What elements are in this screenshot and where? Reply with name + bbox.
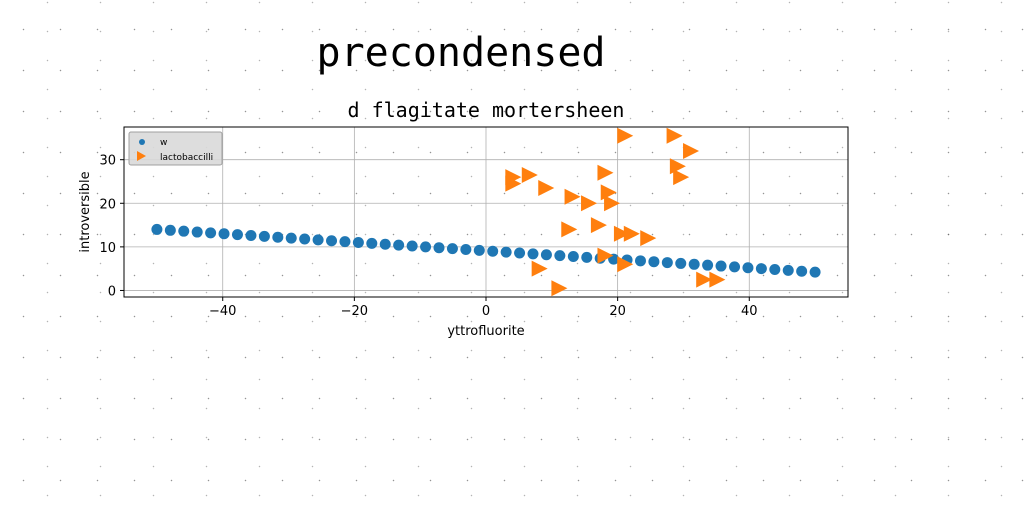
data-point-w — [245, 230, 257, 242]
data-point-w — [218, 228, 230, 240]
data-point-w — [433, 242, 445, 254]
data-point-w — [715, 260, 727, 272]
data-point-w — [742, 262, 754, 274]
data-point-lactobaccilli — [597, 164, 614, 181]
x-tick-label: 0 — [482, 304, 490, 319]
data-point-lactobaccilli — [617, 127, 634, 144]
data-point-lactobaccilli — [551, 280, 568, 297]
data-point-lactobaccilli — [590, 217, 607, 234]
y-tick-label: 30 — [99, 154, 116, 169]
data-point-lactobaccilli — [640, 230, 657, 247]
data-point-lactobaccilli — [505, 175, 522, 192]
figure-suptitle: precondensed — [316, 30, 606, 76]
data-point-w — [379, 238, 391, 250]
x-tick-label: −40 — [209, 304, 236, 319]
legend-marker-lactobaccilli — [137, 151, 146, 161]
data-point-lactobaccilli — [604, 195, 621, 212]
data-point-lactobaccilli — [564, 188, 581, 205]
data-point-w — [312, 234, 324, 246]
x-axis-label: yttrofluorite — [447, 324, 524, 339]
data-point-w — [299, 233, 311, 245]
data-point-w — [487, 245, 499, 257]
data-point-w — [634, 255, 646, 267]
data-point-w — [151, 223, 163, 235]
data-point-w — [648, 256, 660, 268]
data-point-w — [420, 241, 432, 253]
data-point-w — [366, 237, 378, 249]
grid-lines — [124, 127, 848, 297]
data-point-lactobaccilli — [709, 271, 726, 288]
legend-box — [128, 131, 223, 166]
y-axis-label: introversible — [78, 171, 93, 252]
data-point-w — [567, 250, 579, 262]
data-point-w — [393, 239, 405, 251]
data-point-w — [581, 251, 593, 263]
data-point-lactobaccilli — [531, 260, 548, 277]
legend-label-w: w — [160, 138, 167, 148]
data-point-w — [769, 264, 781, 276]
data-point-lactobaccilli — [597, 247, 614, 264]
data-point-w — [258, 230, 270, 242]
data-point-lactobaccilli — [673, 169, 690, 186]
data-point-w — [809, 266, 821, 278]
data-point-lactobaccilli — [561, 221, 578, 238]
data-point-w — [446, 243, 458, 255]
y-tick-label: 0 — [108, 284, 116, 299]
data-point-w — [782, 264, 794, 276]
legend-marker-w — [139, 139, 145, 145]
data-point-w — [527, 248, 539, 260]
data-point-w — [164, 224, 176, 236]
data-point-lactobaccilli — [521, 166, 538, 183]
data-point-lactobaccilli — [617, 256, 634, 273]
data-point-w — [326, 235, 338, 247]
data-point-w — [178, 225, 190, 237]
data-point-w — [729, 261, 741, 273]
data-point-w — [514, 247, 526, 259]
legend: w lactobaccilli — [128, 131, 223, 166]
x-tick-label: 20 — [609, 304, 626, 319]
data-point-w — [473, 244, 485, 256]
data-point-w — [796, 265, 808, 277]
axis-ticks: −40 −20 0 20 40 0 10 20 30 — [99, 154, 757, 319]
data-point-lactobaccilli — [666, 127, 683, 144]
data-point-w — [702, 259, 714, 271]
data-point-w — [191, 226, 203, 238]
data-point-w — [554, 250, 566, 262]
y-tick-label: 20 — [99, 197, 116, 212]
data-point-w — [285, 232, 297, 244]
data-point-w — [675, 257, 687, 269]
data-point-lactobaccilli — [696, 271, 713, 288]
data-point-w — [406, 240, 418, 252]
legend-label-lactobaccilli: lactobaccilli — [160, 153, 213, 163]
data-point-w — [688, 258, 700, 270]
data-point-lactobaccilli — [683, 142, 700, 159]
data-marks — [151, 127, 821, 297]
data-point-lactobaccilli — [581, 195, 598, 212]
data-point-w — [460, 243, 472, 255]
data-point-w — [272, 231, 284, 243]
data-point-w — [661, 257, 673, 269]
data-point-w — [352, 237, 364, 249]
y-tick-label: 10 — [99, 241, 116, 256]
data-point-lactobaccilli — [613, 225, 630, 242]
x-tick-label: 40 — [741, 304, 758, 319]
data-point-lactobaccilli — [623, 225, 640, 242]
data-point-w — [500, 246, 512, 258]
data-point-w — [205, 227, 217, 239]
data-point-w — [755, 263, 767, 275]
data-point-w — [231, 229, 243, 241]
data-point-w — [339, 236, 351, 248]
x-tick-label: −20 — [341, 304, 368, 319]
chart-title: d flagitate mortersheen — [347, 98, 625, 122]
data-point-lactobaccilli — [538, 180, 555, 197]
data-point-w — [540, 249, 552, 261]
